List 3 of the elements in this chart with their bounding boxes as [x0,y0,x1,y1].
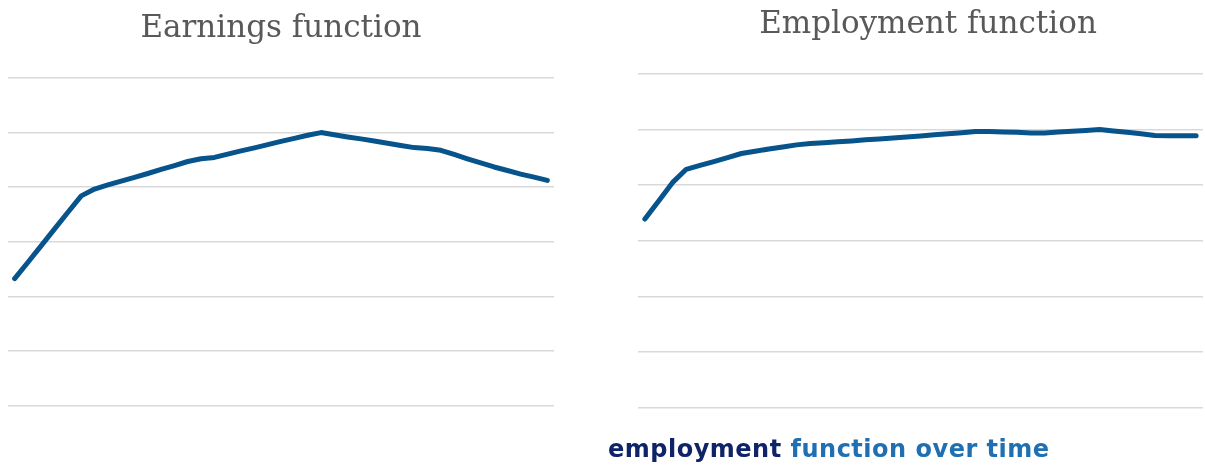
chart-title: Earnings function [140,8,422,44]
text: employment function over time [608,435,1050,463]
chart-title: Employment function [759,4,1097,40]
